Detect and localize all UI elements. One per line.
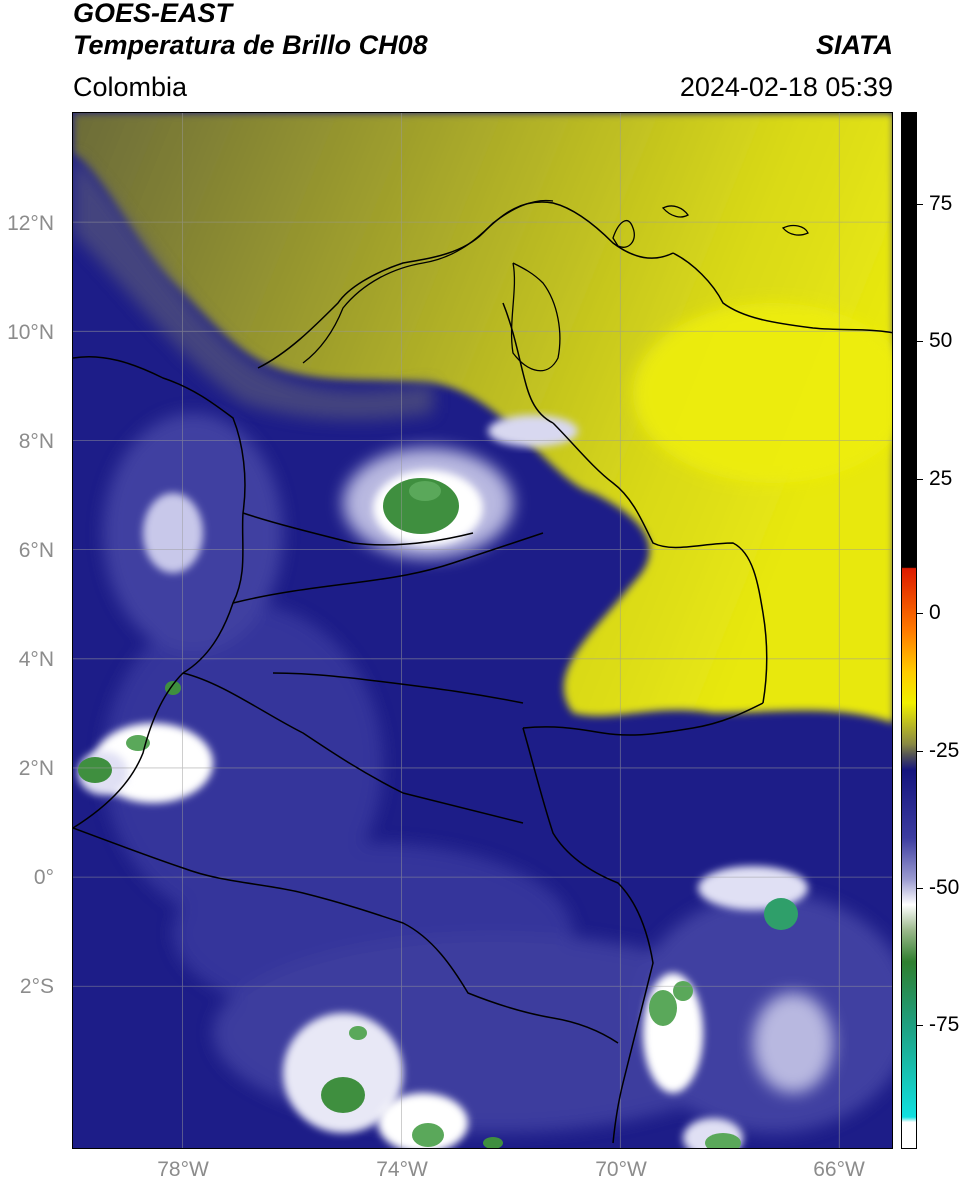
tick-label-50: 50 <box>929 329 953 352</box>
tick-mark-75 <box>917 204 923 205</box>
tick-label-minus-25: -25 <box>929 739 960 762</box>
dry-core <box>633 303 892 483</box>
dry-air-region <box>73 113 892 723</box>
coastlines <box>302 199 809 372</box>
lat-label-4n: 4°N <box>18 648 54 671</box>
tick-mark-0 <box>917 613 923 614</box>
tick-label-minus-75: -75 <box>929 1013 960 1036</box>
product-title: Temperatura de Brillo CH08 <box>73 30 428 60</box>
lat-label-2s: 2°S <box>19 975 54 998</box>
brand-label: SIATA <box>816 30 893 60</box>
tick-label-75: 75 <box>929 192 953 215</box>
lat-label-12n: 12°N <box>7 212 54 235</box>
lon-label-74w: 74°W <box>376 1158 428 1181</box>
lat-label-0: 0° <box>33 866 54 889</box>
satellite-map[interactable] <box>72 112 893 1149</box>
colorbar-gradient <box>902 113 916 1148</box>
lon-label-78w: 78°W <box>157 1158 209 1181</box>
lon-label-66w: 66°W <box>813 1158 865 1181</box>
satellite-title: GOES-EAST <box>73 0 233 28</box>
tick-label-25: 25 <box>929 467 953 490</box>
convective-clouds <box>78 415 833 1148</box>
lat-label-6n: 6°N <box>18 539 54 562</box>
lat-label-2n: 2°N <box>18 757 54 780</box>
lat-label-10n: 10°N <box>7 321 54 344</box>
tick-label-minus-50: -50 <box>929 876 960 899</box>
tick-mark-25 <box>917 479 923 480</box>
grey-transition <box>73 153 433 420</box>
region-label: Colombia <box>73 72 188 102</box>
lat-label-8n: 8°N <box>18 430 54 453</box>
tick-mark-50 <box>917 341 923 342</box>
tick-label-0: 0 <box>929 601 941 624</box>
tick-mark-minus-50 <box>917 888 923 889</box>
graticule <box>73 113 892 1148</box>
datetime-label: 2024-02-18 05:39 <box>679 72 893 102</box>
cold-cores <box>78 478 798 1148</box>
colorbar <box>901 112 917 1149</box>
lon-label-70w: 70°W <box>595 1158 647 1181</box>
tick-mark-minus-75 <box>917 1025 923 1026</box>
tick-mark-minus-25 <box>917 751 923 752</box>
